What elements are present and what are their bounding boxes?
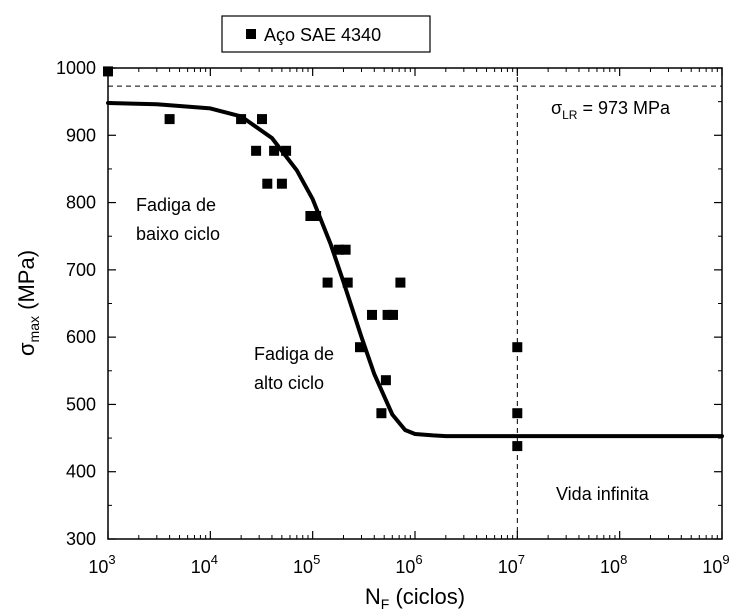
annotation-low-cycle-line2: baixo ciclo	[136, 224, 220, 244]
data-point	[257, 114, 267, 125]
data-point	[376, 408, 387, 419]
data-point	[311, 211, 322, 221]
data-point	[512, 342, 523, 353]
y-tick-label: 1000	[56, 58, 96, 78]
x-axis-title: NF (ciclos)	[365, 584, 465, 610]
y-tick-label: 500	[66, 394, 96, 414]
x-tick-label: 106	[395, 552, 422, 577]
data-point	[333, 244, 344, 255]
data-point	[395, 277, 406, 288]
x-tick-label: 108	[600, 552, 627, 577]
legend-marker	[246, 29, 256, 39]
data-point	[388, 309, 398, 320]
data-point	[305, 211, 316, 221]
legend-label: Aço SAE 4340	[264, 25, 381, 45]
y-tick-label: 400	[66, 462, 96, 482]
x-tick-label: 109	[702, 552, 729, 577]
data-point	[382, 309, 393, 320]
x-tick-label: 103	[88, 552, 115, 577]
annotation-high-cycle-line1: Fadiga de	[254, 344, 334, 364]
annotation-high-cycle-line2: alto ciclo	[254, 373, 324, 393]
reference-lines	[108, 68, 722, 539]
annotation-infinite-life: Vida infinita	[556, 484, 650, 504]
annotation-low-cycle-line1: Fadiga de	[136, 195, 216, 215]
legend: Aço SAE 4340	[221, 15, 431, 53]
y-tick-label: 900	[66, 125, 96, 145]
data-point	[276, 178, 287, 189]
data-point	[281, 145, 292, 156]
data-point	[355, 342, 365, 353]
x-tick-label: 104	[191, 552, 218, 577]
data-point	[322, 277, 333, 288]
x-tick-label: 105	[293, 552, 320, 577]
data-point	[164, 114, 175, 125]
data-point	[103, 66, 113, 77]
legend-box	[221, 15, 431, 53]
fit-curve	[106, 101, 724, 439]
axis-ticks: 103 104 105 106 107 108 109 300 400 500 600 700 800 9…	[56, 58, 730, 577]
y-axis-title: σmax (MPa)	[14, 250, 42, 356]
y-tick-label: 800	[66, 193, 96, 213]
data-point	[342, 277, 353, 288]
data-point	[380, 375, 391, 386]
data-point	[367, 309, 377, 320]
x-tick-label: 107	[498, 552, 525, 577]
data-points	[103, 66, 523, 452]
annotation-sigma-lr: σLR = 973 MPa	[551, 98, 671, 122]
data-point	[236, 114, 247, 125]
data-point	[262, 178, 273, 189]
data-point	[512, 441, 523, 452]
data-point	[251, 145, 262, 156]
y-tick-label: 700	[66, 260, 96, 280]
fit-curve-group	[106, 101, 724, 439]
data-point	[512, 408, 523, 419]
y-tick-label: 300	[66, 529, 96, 549]
y-tick-label: 600	[66, 327, 96, 347]
plot-area	[107, 67, 723, 540]
data-point	[340, 244, 351, 255]
data-point	[269, 145, 280, 156]
